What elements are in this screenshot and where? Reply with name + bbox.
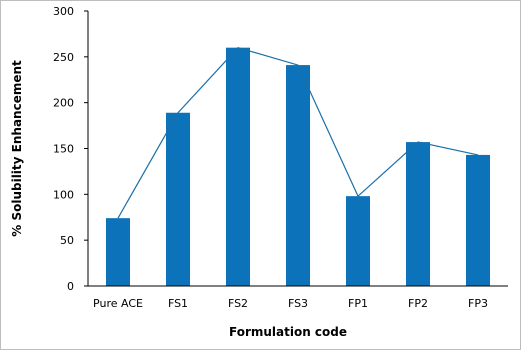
y-tick-label: 150 (53, 143, 74, 156)
x-tick-label: Pure ACE (93, 297, 143, 310)
y-axis-title: % Solubility Enhancement (10, 60, 24, 237)
bar-fs2 (226, 47, 250, 286)
bar-fp3 (466, 154, 490, 286)
y-tick-label: 100 (53, 188, 74, 201)
bar-fp2 (406, 142, 430, 286)
x-tick-label: FS2 (228, 297, 248, 310)
x-tick-label: FS1 (168, 297, 188, 310)
x-axis-title: Formulation code (229, 325, 347, 339)
bar-fs3 (286, 65, 310, 286)
x-tick-label: FP3 (468, 297, 488, 310)
bar-pure-ace (106, 218, 130, 286)
x-tick-label: FP2 (408, 297, 428, 310)
x-tick-label: FS3 (288, 297, 308, 310)
y-tick-label: 250 (53, 51, 74, 64)
x-axis-ticks: Pure ACE FS1 FS2 FS3 FP1 FP2 FP3 (93, 297, 488, 310)
x-tick-label: FP1 (348, 297, 368, 310)
y-tick-label: 0 (67, 280, 74, 293)
y-tick-label: 200 (53, 97, 74, 110)
line-overlay (117, 46, 479, 219)
y-axis-ticks: 0 50 100 150 200 250 300 (53, 5, 88, 293)
bar-fp1 (346, 196, 370, 286)
bar-fs1 (166, 112, 190, 286)
trend-line (117, 46, 479, 219)
bar-series (106, 47, 490, 286)
y-tick-label: 300 (53, 5, 74, 18)
y-tick-label: 50 (60, 234, 74, 247)
